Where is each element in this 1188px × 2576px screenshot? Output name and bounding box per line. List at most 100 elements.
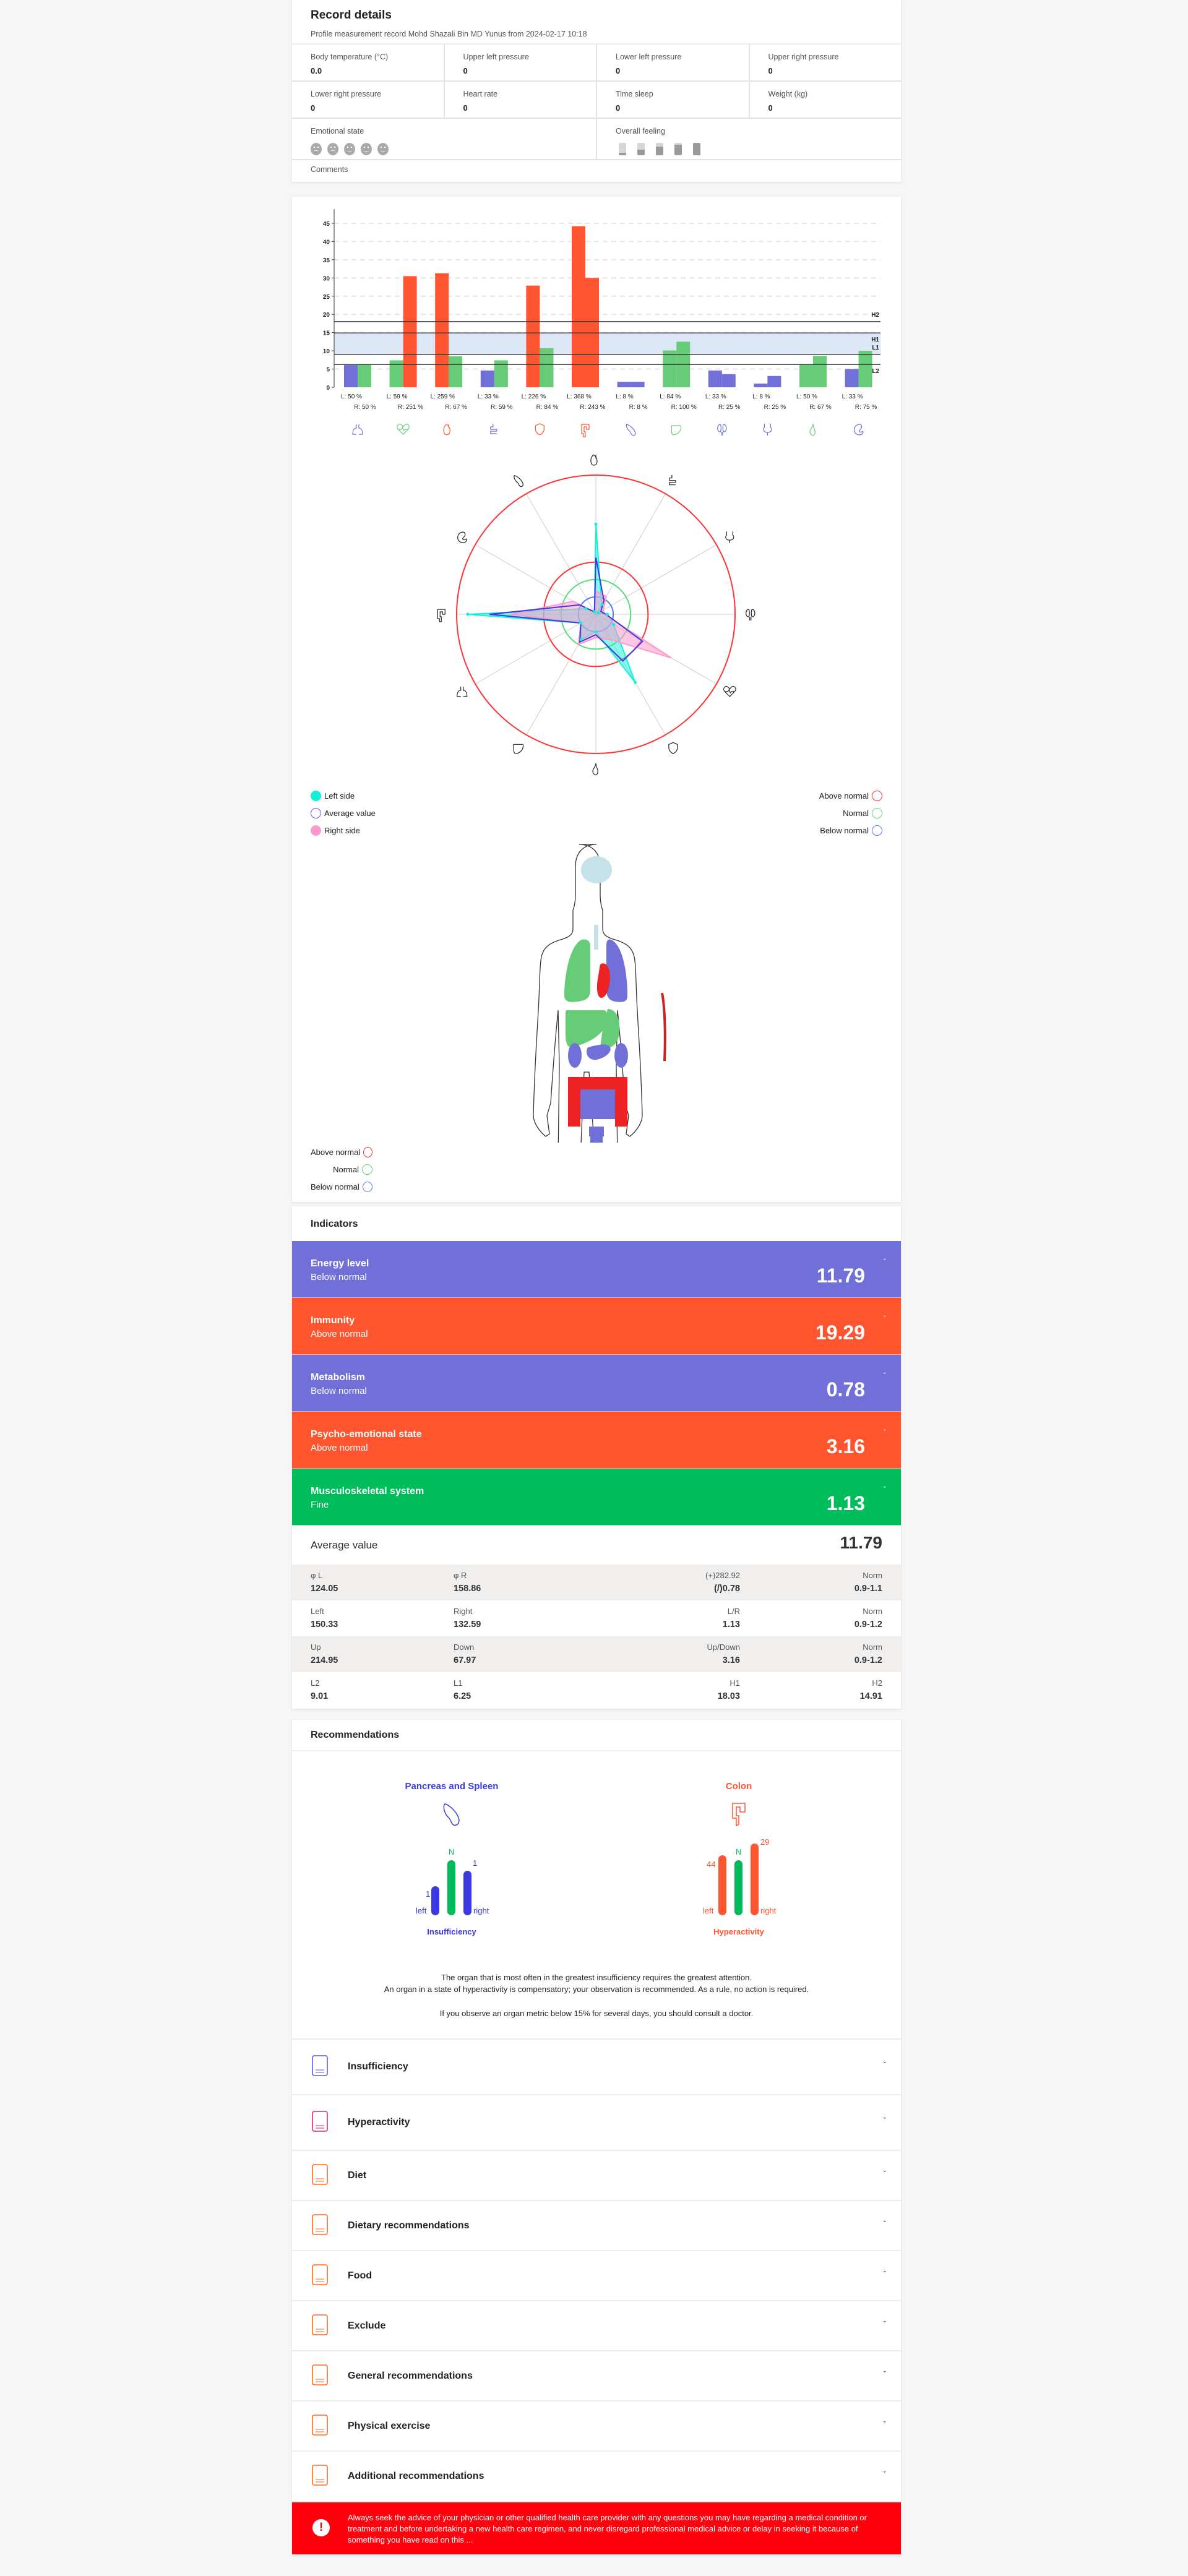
bar-bladder-r <box>767 376 781 387</box>
face-scream-icon[interactable] <box>311 143 322 155</box>
section-exclude[interactable]: Exclude ˇ <box>292 2301 901 2351</box>
face-sad-icon[interactable] <box>327 143 338 155</box>
left-point <box>596 611 600 615</box>
chevron-down-icon[interactable]: ˇ <box>883 2369 886 2379</box>
table-cell: L2 9.01 <box>311 1678 329 1701</box>
indicator-status: Above normal <box>311 1443 368 1453</box>
indicator-status: Fine <box>311 1500 329 1510</box>
battery-icon[interactable] <box>674 143 682 155</box>
bar-gallbladder-l <box>799 364 813 387</box>
left-percent-label: L: 33 % <box>478 393 499 400</box>
immunity-shield-icon <box>535 423 544 436</box>
trachea <box>594 925 598 950</box>
section-dietary-recommendations[interactable]: Dietary recommendations ˇ <box>292 2201 901 2251</box>
left-side-swatch <box>311 791 321 801</box>
right-kidney <box>568 1043 582 1068</box>
chevron-down-icon[interactable]: ˇ <box>883 2168 886 2178</box>
field-lower-right-pressure: Lower right pressure 0 <box>292 82 445 118</box>
legend-normal: Normal <box>843 808 882 818</box>
section-physical-exercise[interactable]: Physical exercise ˇ <box>292 2402 901 2452</box>
table-cell: Left 150.33 <box>311 1607 338 1629</box>
right-percent-label: R: 59 % <box>491 404 513 411</box>
right-percent-label: R: 67 % <box>445 404 467 411</box>
face-grin-icon[interactable] <box>377 143 389 155</box>
section-insufficiency[interactable]: Insufficiency ˇ <box>292 2040 901 2095</box>
brain <box>581 856 612 883</box>
table-row: Up 214.95 Down 67.97 Up/Down 3.16 Norm 0.9-1.2 <box>292 1636 901 1672</box>
chevron-down-icon[interactable]: ˇ <box>883 1428 886 1437</box>
chevron-down-icon[interactable]: ˇ <box>883 2060 886 2069</box>
left-point <box>612 623 616 627</box>
charts-card: 0 5 10 15 20 25 30 35 40 45 L: 50 % R: 50 % L: 59 % R… <box>292 197 901 1202</box>
colon-icon <box>437 609 446 622</box>
indicator-metabolism[interactable]: Metabolism Below normal 0.78 ˇ <box>292 1355 901 1412</box>
section-food[interactable]: Food ˇ <box>292 2251 901 2301</box>
table-cell: Up/Down 3.16 <box>707 1642 740 1665</box>
chevron-down-icon[interactable]: ˇ <box>883 1314 886 1323</box>
table-row: Left 150.33 Right 132.59 L/R 1.13 Norm 0.9-1.2 <box>292 1600 901 1636</box>
left-point <box>594 630 598 633</box>
table-cell: φ L 124.05 <box>311 1571 338 1594</box>
right-percent-label: R: 75 % <box>855 404 877 411</box>
organ-bar-chart: 0 5 10 15 20 25 30 35 40 45 L: 50 % R: 50 % L: 59 % R… <box>323 209 880 437</box>
field-time-sleep: Time sleep 0 <box>597 82 750 118</box>
chevron-down-icon[interactable]: ˇ <box>883 1485 886 1494</box>
chevron-down-icon[interactable]: ˇ <box>883 2470 886 2479</box>
bar-heart-pulse-l <box>389 360 403 387</box>
heart-pulse-icon <box>397 424 410 435</box>
indicator-name: Immunity <box>311 1315 355 1326</box>
section-hyperactivity[interactable]: Hyperactivity ˇ <box>292 2095 901 2151</box>
chevron-down-icon[interactable]: ˇ <box>883 2218 886 2228</box>
bar-heart-pulse-r <box>403 276 417 387</box>
section-title: General recommendations <box>348 2370 473 2381</box>
bar-pancreas-r <box>631 382 645 387</box>
battery-icon[interactable] <box>637 143 645 155</box>
bladder-icon <box>725 531 734 544</box>
body-legend-normal: Normal <box>311 1164 372 1175</box>
indicator-status: Below normal <box>311 1272 367 1282</box>
right-percent-label: R: 251 % <box>398 404 423 411</box>
liver-icon <box>513 744 524 754</box>
indicator-value: 3.16 <box>826 1435 865 1458</box>
kidneys-icon <box>746 609 755 620</box>
section-additional-recommendations[interactable]: Additional recommendations ˇ <box>292 2452 901 2502</box>
indicator-name: Musculoskeletal system <box>311 1486 424 1496</box>
chevron-down-icon[interactable]: ˇ <box>883 2419 886 2429</box>
comments-label: Comments <box>311 165 348 174</box>
battery-icon[interactable] <box>693 143 700 155</box>
indicator-status: Below normal <box>311 1386 367 1396</box>
face-confused-icon[interactable] <box>344 143 355 155</box>
indicator-psycho-emotional-state[interactable]: Psycho-emotional state Above normal 3.16 ˇ <box>292 1412 901 1469</box>
indicator-energy-level[interactable]: Energy level Below normal 11.79 ˇ <box>292 1241 901 1298</box>
chevron-down-icon[interactable]: ˇ <box>883 2116 886 2125</box>
indicator-immunity[interactable]: Immunity Above normal 19.29 ˇ <box>292 1298 901 1355</box>
table-cell: H2 14.91 <box>859 1678 882 1701</box>
radar-spoke <box>526 493 596 615</box>
bar-lungs-l <box>344 365 358 387</box>
face-smile-icon[interactable] <box>361 143 372 155</box>
clipboard-heart-icon <box>312 2364 328 2385</box>
average-value: 11.79 <box>840 1533 882 1552</box>
colon-icon <box>732 1803 746 1827</box>
section-diet[interactable]: Diet ˇ <box>292 2151 901 2201</box>
battery-icon[interactable] <box>656 143 663 155</box>
left-percent-label: L: 50 % <box>341 393 362 400</box>
liver <box>566 1010 608 1048</box>
left-percent-label: L: 59 % <box>387 393 408 400</box>
battery-icon[interactable] <box>619 143 626 155</box>
section-title: Hyperactivity <box>348 2117 410 2127</box>
body-outline <box>533 844 643 1143</box>
emotional-state: Emotional state <box>292 119 597 159</box>
section-general-recommendations[interactable]: General recommendations ˇ <box>292 2351 901 2402</box>
chevron-down-icon[interactable]: ˇ <box>883 2269 886 2278</box>
left-percent-label: L: 368 % <box>567 393 592 400</box>
indicator-musculoskeletal-system[interactable]: Musculoskeletal system Fine 1.13 ˇ <box>292 1469 901 1526</box>
chevron-down-icon[interactable]: ˇ <box>883 1371 886 1380</box>
chevron-down-icon[interactable]: ˇ <box>883 2319 886 2329</box>
chevron-down-icon[interactable]: ˇ <box>883 1257 886 1266</box>
body-legend-below-normal: Below normal <box>311 1182 372 1192</box>
cutlery-icon <box>312 2163 328 2185</box>
radar-spoke <box>475 614 596 684</box>
average-line <box>489 557 644 662</box>
heart-pulse-icon <box>723 685 736 697</box>
